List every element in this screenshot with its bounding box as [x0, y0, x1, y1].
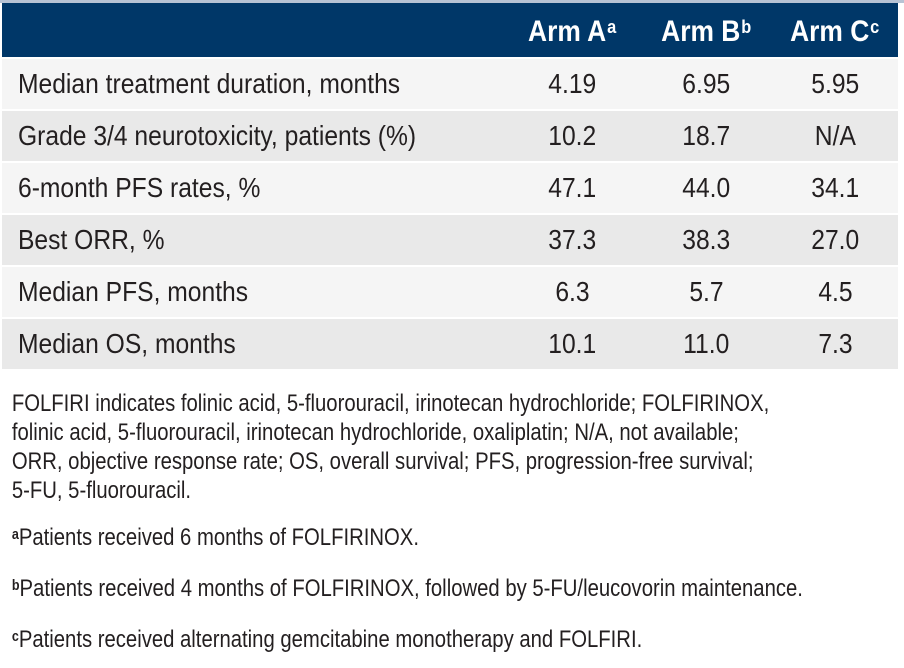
column-marker-b: b [741, 15, 752, 37]
row-label: Median PFS, months [18, 276, 249, 307]
row-label: Grade 3/4 neurotoxicity, patients (%) [18, 120, 417, 151]
cell-value: 27.0 [811, 224, 859, 255]
cell-value: 18.7 [682, 120, 730, 151]
row-label: 6-month PFS rates, % [18, 172, 261, 203]
header-cell-arm-b: Arm Bb [640, 11, 772, 49]
cell-value: N/A [814, 120, 856, 151]
cell-value: 10.1 [548, 328, 597, 359]
footnote-text: Patients received 4 months of FOLFIRINOX… [19, 575, 803, 602]
table-notes: FOLFIRI indicates folinic acid, 5-fluoro… [0, 389, 904, 658]
table-row: Grade 3/4 neurotoxicity, patients (%) 10… [2, 111, 898, 161]
abbreviations-paragraph: FOLFIRI indicates folinic acid, 5-fluoro… [12, 389, 904, 505]
footnote-text: Patients received 6 months of FOLFIRINOX… [18, 524, 419, 551]
footnote-c: cPatients received alternating gemcitabi… [12, 625, 904, 658]
cell-value: 7.3 [817, 328, 853, 359]
cell-value: 34.1 [811, 172, 859, 203]
column-label-arm-c: Arm C [790, 15, 870, 48]
row-label: Median treatment duration, months [18, 68, 401, 99]
column-label-arm-b: Arm B [660, 15, 741, 48]
footnote-marker: b [11, 577, 20, 594]
data-table: Arm Aa Arm Bb Arm Cc Median treatment du… [2, 3, 898, 369]
abbreviation-line: FOLFIRI indicates folinic acid, 5-fluoro… [11, 390, 770, 417]
abbreviation-line: 5-FU, 5-fluorouracil. [11, 477, 192, 504]
cell-value: 47.1 [548, 172, 597, 203]
cell-value: 5.95 [811, 68, 859, 99]
footnote-b: bPatients received 4 months of FOLFIRINO… [12, 574, 904, 607]
cell-value: 37.3 [548, 224, 597, 255]
abbreviation-line: folinic acid, 5-fluorouracil, irinotecan… [11, 419, 739, 446]
row-label: Best ORR, % [18, 224, 165, 255]
cell-value: 6.95 [682, 68, 730, 99]
cell-value: 4.5 [817, 276, 853, 307]
footnote-a: aPatients received 6 months of FOLFIRINO… [12, 523, 904, 556]
header-cell-arm-a: Arm Aa [505, 11, 640, 49]
abbreviation-line: ORR, objective response rate; OS, overal… [11, 448, 754, 475]
cell-value: 4.19 [548, 68, 597, 99]
row-label: Median OS, months [18, 328, 236, 359]
column-marker-a: a [607, 15, 617, 37]
header-cell-empty [2, 28, 505, 32]
cell-value: 44.0 [682, 172, 730, 203]
table-row: Best ORR, % 37.3 38.3 27.0 [2, 215, 898, 265]
table-row: Median treatment duration, months 4.19 6… [2, 59, 898, 109]
column-label-arm-a: Arm A [528, 15, 607, 48]
footnote-marker: c [11, 628, 19, 645]
footnote-text: Patients received alternating gemcitabin… [18, 626, 643, 653]
header-cell-arm-c: Arm Cc [772, 11, 898, 49]
cell-value: 6.3 [555, 276, 590, 307]
table-row: 6-month PFS rates, % 47.1 44.0 34.1 [2, 163, 898, 213]
cell-value: 11.0 [682, 328, 730, 359]
cell-value: 10.2 [548, 120, 597, 151]
column-marker-c: c [870, 15, 880, 37]
table-row: Median OS, months 10.1 11.0 7.3 [2, 319, 898, 369]
footnote-marker: a [11, 526, 19, 543]
table-row: Median PFS, months 6.3 5.7 4.5 [2, 267, 898, 317]
table-header-row: Arm Aa Arm Bb Arm Cc [2, 3, 898, 57]
top-rule [0, 0, 904, 3]
cell-value: 38.3 [682, 224, 730, 255]
cell-value: 5.7 [688, 276, 724, 307]
